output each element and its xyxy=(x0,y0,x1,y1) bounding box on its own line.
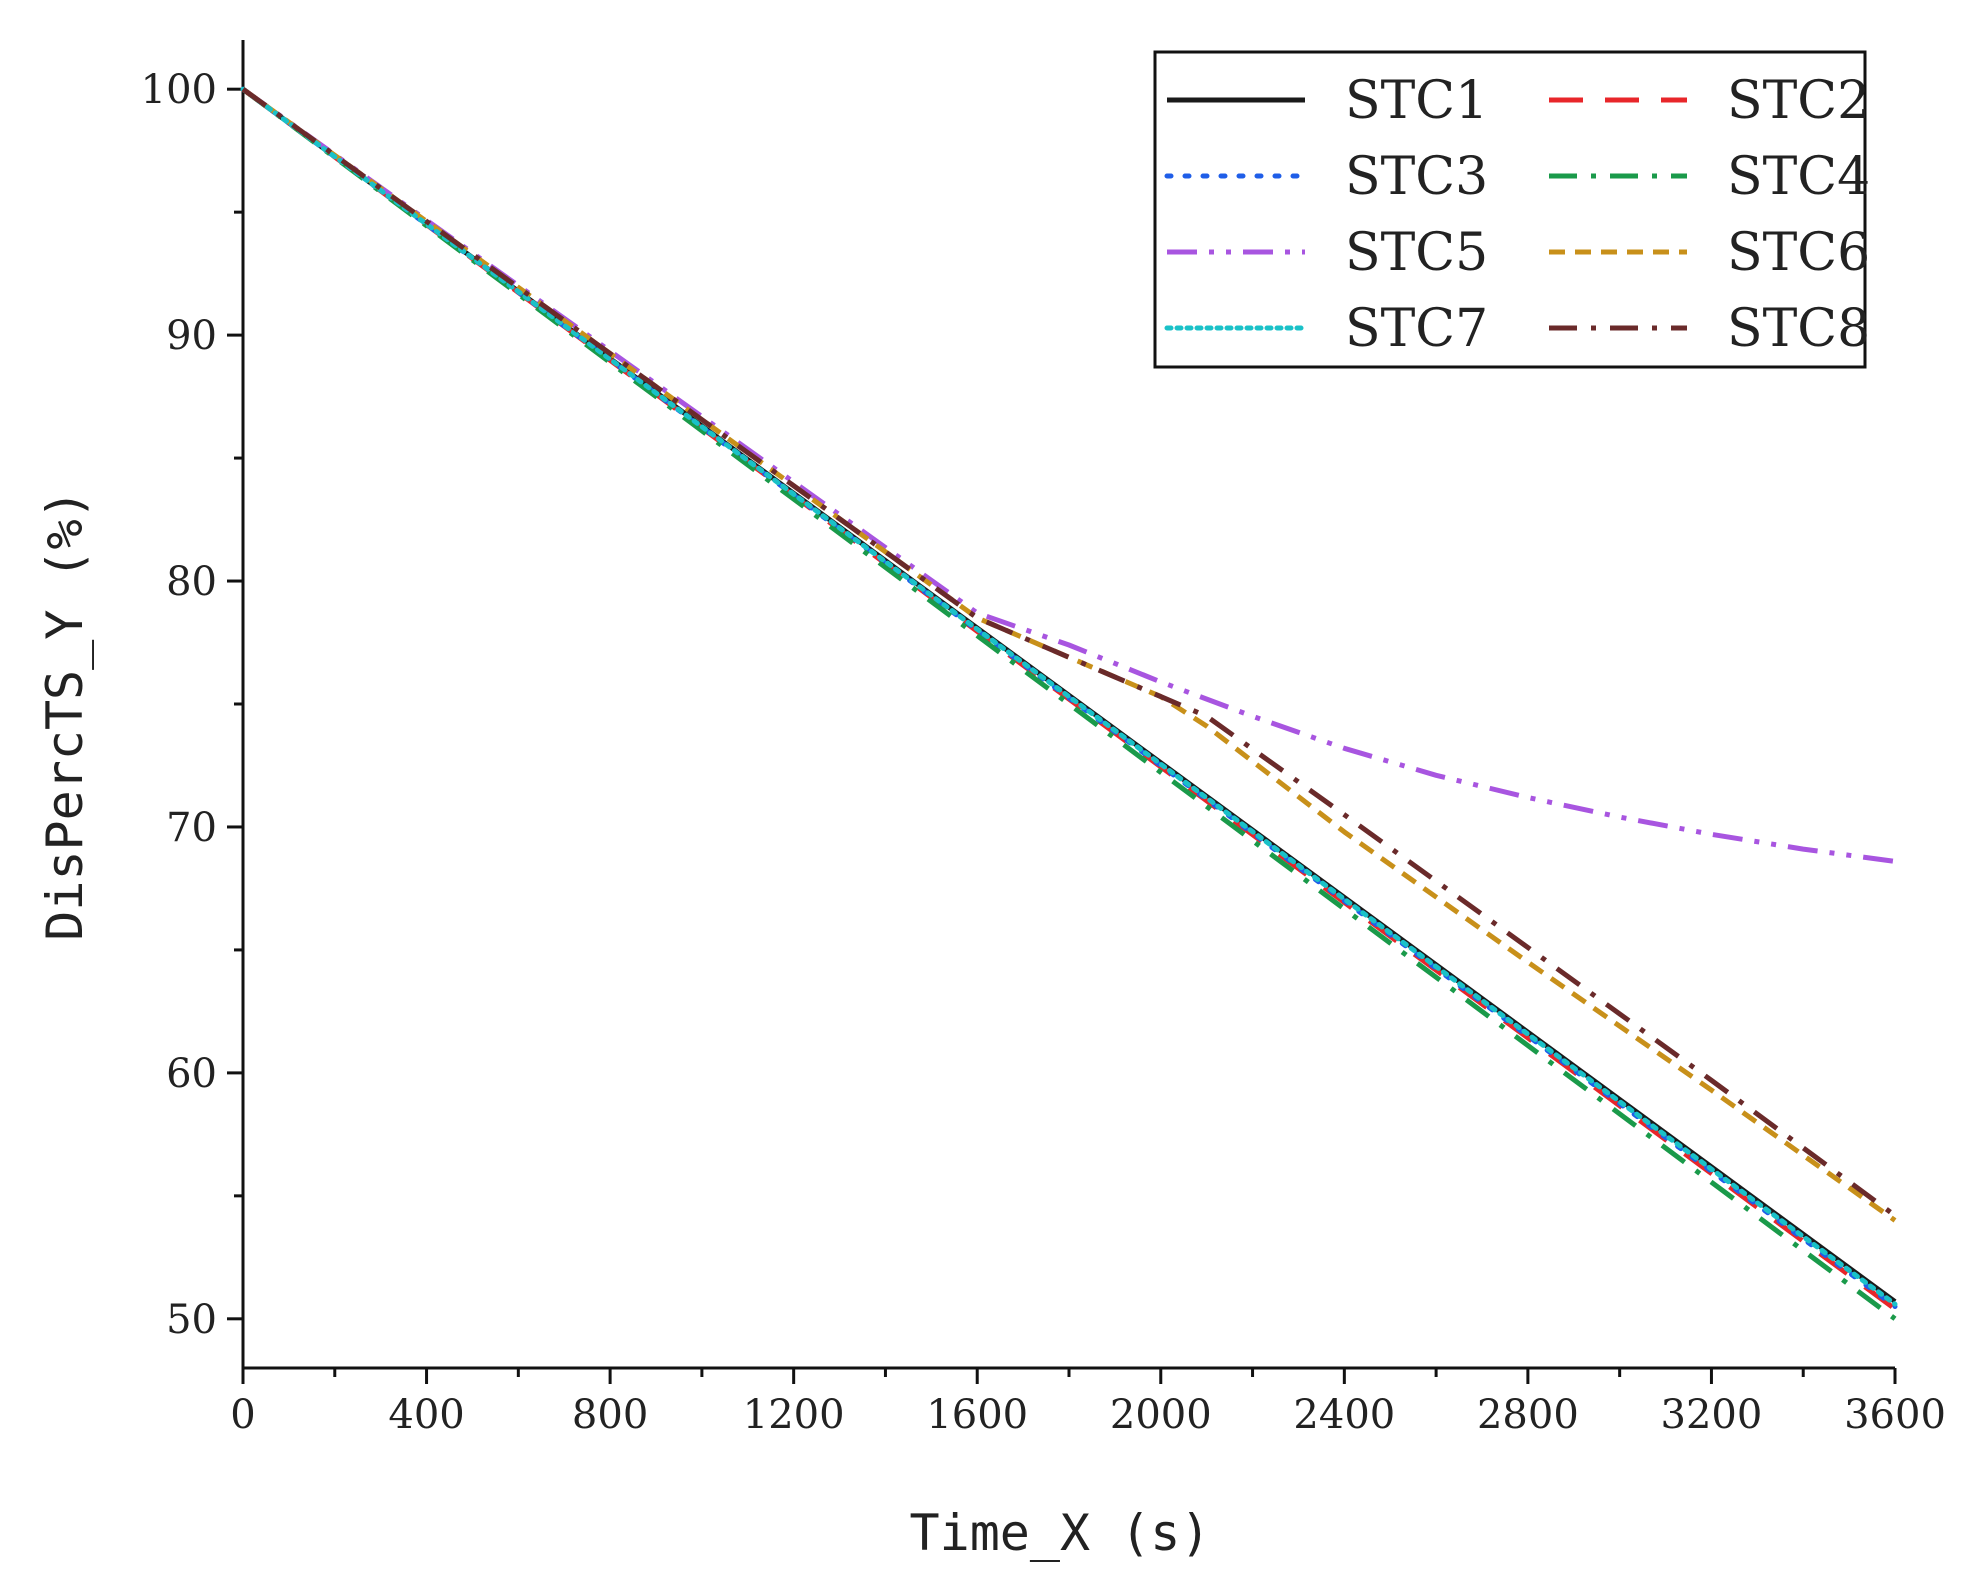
legend-label-stc5: STC5 xyxy=(1345,223,1488,283)
x-tick-label: 400 xyxy=(388,1392,464,1438)
x-tick-label: 2400 xyxy=(1293,1392,1395,1438)
legend-label-stc7: STC7 xyxy=(1345,299,1488,359)
x-tick-label: 2800 xyxy=(1477,1392,1579,1438)
x-tick-label: 0 xyxy=(230,1392,255,1438)
y-tick-label: 70 xyxy=(166,805,217,851)
x-tick-label: 2000 xyxy=(1110,1392,1212,1438)
legend: STC1 STC2 STC3 STC4 STC5 STC6 STC7 STC8 xyxy=(1153,50,1870,369)
axes: 0 400 800 1200 1600 2000 2400 2800 3200 3600 50 60 7… xyxy=(141,40,1946,1438)
x-tick-label: 3600 xyxy=(1844,1392,1946,1438)
x-tick-label: 1600 xyxy=(926,1392,1028,1438)
legend-label-stc1: STC1 xyxy=(1345,71,1488,131)
y-tick-label: 50 xyxy=(166,1297,217,1343)
legend-box xyxy=(1153,50,1867,369)
y-tick-label: 60 xyxy=(166,1051,217,1097)
x-tick-label: 3200 xyxy=(1661,1392,1763,1438)
series-line-stc4 xyxy=(241,87,1897,1321)
series-line-stc7 xyxy=(240,86,1898,1307)
y-tick-label: 80 xyxy=(166,559,217,605)
series-line-stc5 xyxy=(241,87,1896,864)
x-tick-label: 800 xyxy=(572,1392,648,1438)
series-line-stc8 xyxy=(241,87,1897,1218)
legend-label-stc8: STC8 xyxy=(1727,299,1870,359)
x-tick-label: 1200 xyxy=(743,1392,845,1438)
y-tick-label: 100 xyxy=(141,67,217,113)
legend-label-stc6: STC6 xyxy=(1727,223,1870,283)
legend-label-stc3: STC3 xyxy=(1345,147,1488,207)
legend-label-stc2: STC2 xyxy=(1727,71,1870,131)
series-layer xyxy=(240,86,1898,1321)
x-axis-title: Time_X (s) xyxy=(909,1504,1210,1562)
y-tick-label: 90 xyxy=(166,313,217,359)
y-axis-title: DisPercTS_Y (%) xyxy=(36,489,94,941)
legend-label-stc4: STC4 xyxy=(1727,147,1870,207)
